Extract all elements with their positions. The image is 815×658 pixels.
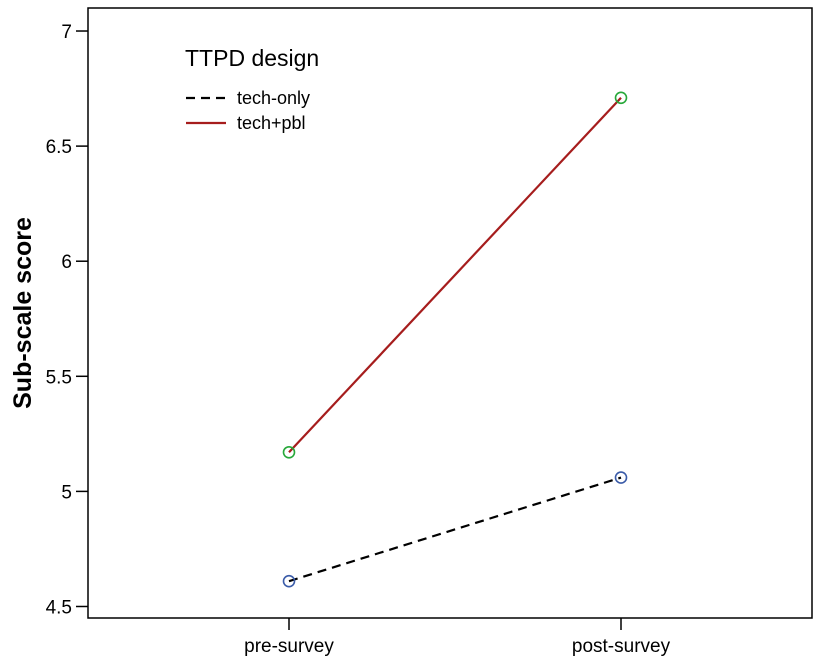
y-tick-label: 5 bbox=[61, 482, 72, 503]
series-line-tech-only bbox=[288, 476, 622, 583]
data-point bbox=[614, 471, 628, 484]
legend-label: tech+pbl bbox=[237, 113, 306, 133]
legend: TTPD design tech-only tech+pbl bbox=[185, 45, 319, 133]
y-tick-label: 4.5 bbox=[46, 597, 72, 618]
data-point bbox=[282, 574, 296, 588]
data-point bbox=[614, 91, 628, 105]
y-axis: 4.5 5 5.5 6 6.5 7 bbox=[46, 22, 88, 618]
series-line-tech+pbl bbox=[288, 97, 622, 454]
legend-items: tech-only tech+pbl bbox=[186, 88, 310, 133]
y-tick-label: 7 bbox=[61, 22, 72, 43]
legend-label: tech-only bbox=[237, 88, 310, 108]
x-axis: pre-survey post-survey bbox=[244, 618, 671, 657]
y-tick-label: 5.5 bbox=[46, 367, 72, 388]
plot-frame bbox=[87, 7, 813, 619]
legend-title: TTPD design bbox=[185, 45, 319, 71]
y-tick-label: 6.5 bbox=[46, 137, 72, 158]
y-tick-label: 6 bbox=[61, 252, 72, 273]
x-tick-label: post-survey bbox=[572, 636, 671, 657]
data-point bbox=[282, 445, 296, 459]
series-layer bbox=[282, 91, 628, 588]
y-axis-title: Sub-scale score bbox=[9, 217, 37, 409]
x-tick-label: pre-survey bbox=[244, 636, 334, 657]
